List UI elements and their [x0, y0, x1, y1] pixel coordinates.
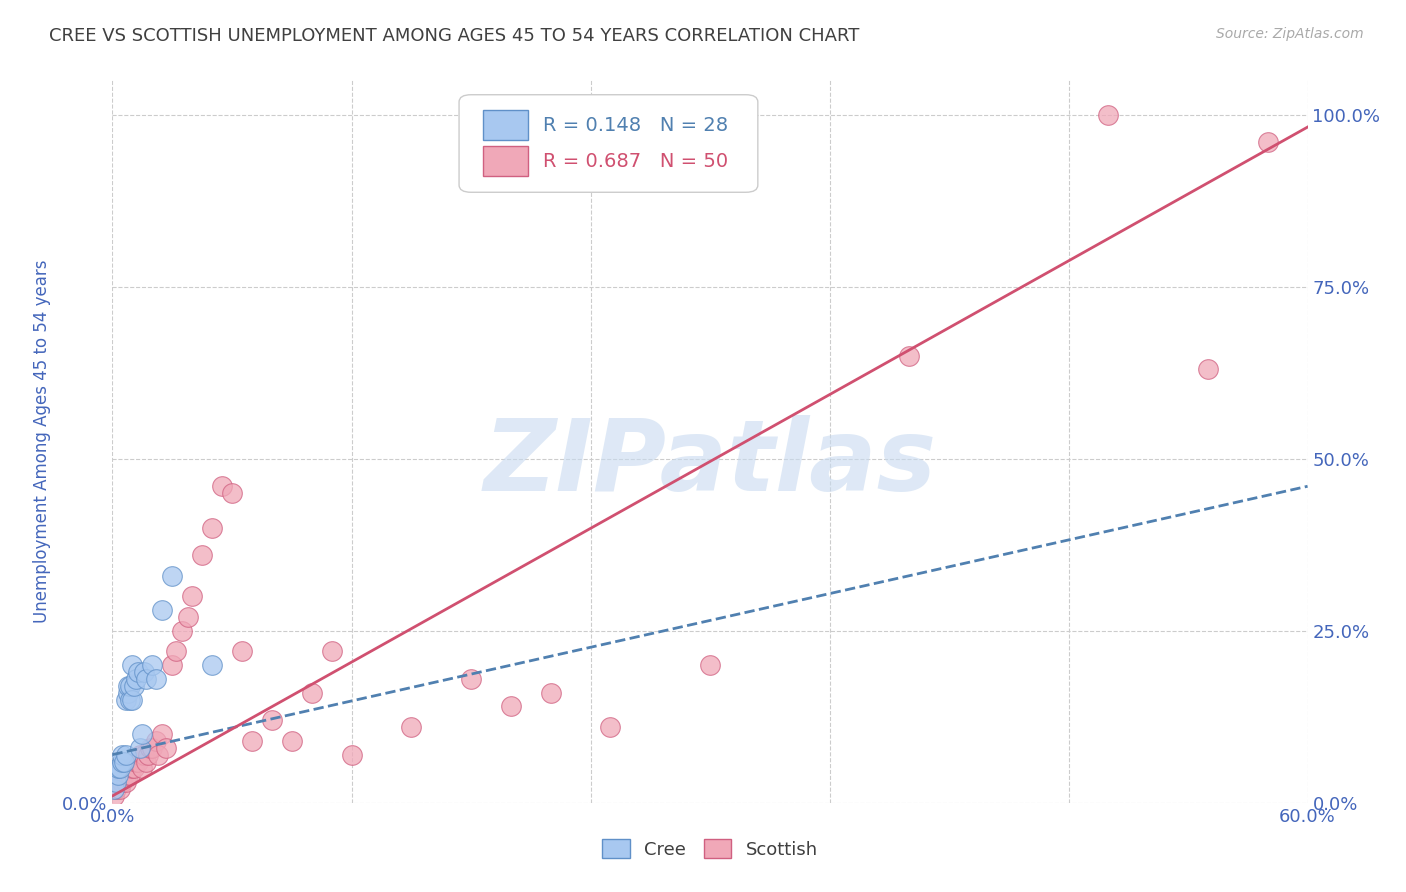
- Point: [127, 755, 149, 769]
- Point: [172, 624, 194, 638]
- Point: [155, 740, 177, 755]
- Point: [120, 692, 142, 706]
- Point: [131, 727, 153, 741]
- Point: [1197, 362, 1219, 376]
- Point: [103, 789, 125, 803]
- Point: [111, 775, 134, 789]
- Point: [117, 679, 139, 693]
- Point: [115, 747, 138, 762]
- Point: [162, 568, 183, 582]
- Point: [148, 747, 170, 762]
- Point: [460, 672, 482, 686]
- Point: [211, 479, 233, 493]
- Point: [281, 734, 304, 748]
- Point: [125, 755, 148, 769]
- Point: [699, 658, 721, 673]
- Point: [127, 665, 149, 679]
- Text: CREE VS SCOTTISH UNEMPLOYMENT AMONG AGES 45 TO 54 YEARS CORRELATION CHART: CREE VS SCOTTISH UNEMPLOYMENT AMONG AGES…: [49, 27, 859, 45]
- Point: [165, 644, 187, 658]
- Text: ZIPatlas: ZIPatlas: [484, 415, 936, 512]
- Point: [125, 672, 148, 686]
- Point: [129, 740, 152, 755]
- Point: [191, 548, 214, 562]
- Point: [231, 644, 253, 658]
- FancyBboxPatch shape: [458, 95, 758, 193]
- Point: [181, 590, 204, 604]
- Bar: [484, 110, 529, 140]
- Point: [340, 747, 363, 762]
- Point: [150, 727, 173, 741]
- Point: [107, 768, 129, 782]
- Point: [110, 782, 132, 797]
- Text: Source: ZipAtlas.com: Source: ZipAtlas.com: [1216, 27, 1364, 41]
- Point: [120, 768, 142, 782]
- Point: [115, 775, 138, 789]
- Point: [129, 747, 152, 762]
- Text: R = 0.687   N = 50: R = 0.687 N = 50: [543, 152, 728, 170]
- Y-axis label: Unemployment Among Ages 45 to 54 years: Unemployment Among Ages 45 to 54 years: [34, 260, 51, 624]
- Bar: [484, 146, 529, 177]
- Point: [105, 775, 128, 789]
- Point: [114, 768, 135, 782]
- Point: [150, 603, 173, 617]
- Point: [141, 658, 163, 673]
- Point: [145, 672, 167, 686]
- Point: [201, 658, 224, 673]
- Point: [107, 775, 129, 789]
- Point: [221, 486, 243, 500]
- Point: [141, 740, 163, 755]
- Point: [117, 686, 139, 700]
- Point: [117, 768, 139, 782]
- Point: [135, 672, 157, 686]
- Point: [107, 761, 129, 775]
- Point: [1257, 135, 1279, 149]
- Point: [115, 692, 138, 706]
- Point: [110, 761, 132, 775]
- Point: [139, 740, 162, 755]
- Point: [162, 658, 183, 673]
- Point: [114, 755, 135, 769]
- Point: [177, 610, 200, 624]
- Point: [135, 755, 157, 769]
- Point: [121, 658, 143, 673]
- Text: R = 0.148   N = 28: R = 0.148 N = 28: [543, 116, 728, 135]
- Legend: Cree, Scottish: Cree, Scottish: [595, 832, 825, 866]
- Point: [124, 761, 146, 775]
- Point: [105, 782, 128, 797]
- Point: [111, 755, 134, 769]
- Point: [134, 747, 156, 762]
- Point: [111, 747, 134, 762]
- Point: [121, 692, 143, 706]
- Point: [260, 713, 283, 727]
- Point: [1097, 108, 1119, 122]
- Point: [301, 686, 323, 700]
- Point: [401, 720, 423, 734]
- Point: [120, 679, 142, 693]
- Point: [124, 679, 146, 693]
- Point: [540, 686, 562, 700]
- Point: [240, 734, 263, 748]
- Point: [898, 349, 921, 363]
- Point: [145, 734, 167, 748]
- Point: [134, 665, 156, 679]
- Point: [201, 520, 224, 534]
- Point: [321, 644, 343, 658]
- Point: [121, 761, 143, 775]
- Point: [138, 747, 160, 762]
- Point: [131, 761, 153, 775]
- Point: [599, 720, 621, 734]
- Point: [499, 699, 522, 714]
- Point: [103, 782, 125, 797]
